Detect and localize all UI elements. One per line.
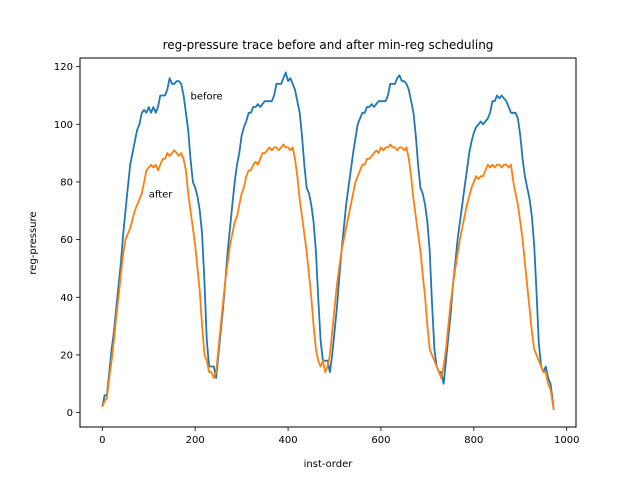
- x-tick-label: 600: [371, 435, 390, 446]
- y-tick-label: 120: [54, 62, 73, 73]
- y-axis: 0 20 40 60 80 100 120: [54, 62, 80, 419]
- x-tick-label: 0: [99, 435, 105, 446]
- y-axis-label: reg-pressure: [28, 211, 39, 274]
- x-tick-label: 400: [279, 435, 298, 446]
- x-tick-label: 1000: [554, 435, 579, 446]
- annotation-before: before: [191, 91, 223, 102]
- y-tick-label: 20: [60, 350, 73, 361]
- x-axis: 0 200 400 600 800 1000: [99, 427, 579, 446]
- series-line-after: [101, 143, 555, 410]
- y-tick-label: 100: [54, 120, 73, 131]
- y-tick-label: 60: [60, 235, 73, 246]
- x-axis-label: inst-order: [304, 459, 354, 470]
- annotation-after: after: [149, 189, 174, 200]
- y-tick-label: 80: [60, 177, 73, 188]
- x-tick-label: 800: [464, 435, 483, 446]
- x-tick-label: 200: [186, 435, 205, 446]
- series-line-before: [101, 71, 555, 410]
- y-tick-label: 0: [67, 408, 73, 419]
- axes-frame: [79, 57, 577, 428]
- y-tick-label: 40: [60, 293, 73, 304]
- series-layer: [101, 71, 555, 410]
- plot-area: [79, 57, 577, 428]
- chart-title: reg-pressure trace before and after min-…: [163, 38, 494, 52]
